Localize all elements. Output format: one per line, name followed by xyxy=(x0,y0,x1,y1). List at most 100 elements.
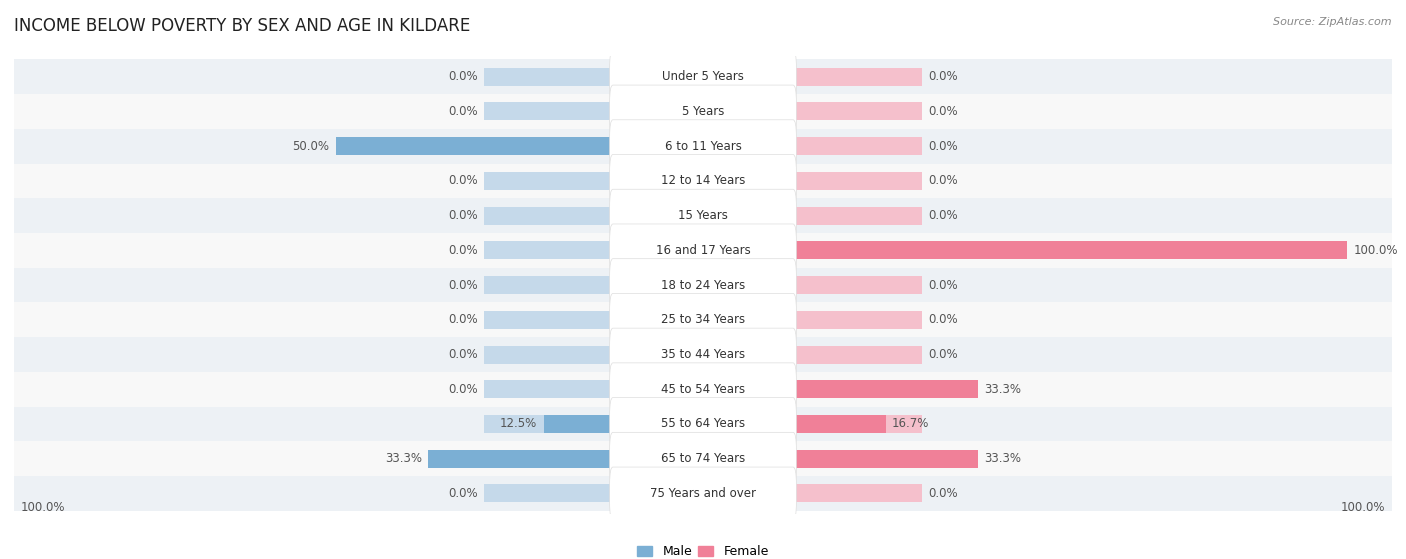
Text: 0.0%: 0.0% xyxy=(449,209,478,222)
FancyBboxPatch shape xyxy=(610,259,796,311)
Text: 100.0%: 100.0% xyxy=(1354,244,1398,257)
Text: 25 to 34 Years: 25 to 34 Years xyxy=(661,313,745,326)
FancyBboxPatch shape xyxy=(610,363,796,416)
Bar xyxy=(484,276,613,294)
Bar xyxy=(14,476,1392,511)
FancyBboxPatch shape xyxy=(610,397,796,451)
Text: 12.5%: 12.5% xyxy=(501,418,537,430)
Text: INCOME BELOW POVERTY BY SEX AND AGE IN KILDARE: INCOME BELOW POVERTY BY SEX AND AGE IN K… xyxy=(14,17,471,35)
Text: 16.7%: 16.7% xyxy=(891,418,929,430)
Bar xyxy=(793,449,922,468)
Text: 0.0%: 0.0% xyxy=(449,174,478,187)
Text: 0.0%: 0.0% xyxy=(449,348,478,361)
Text: 0.0%: 0.0% xyxy=(449,313,478,326)
Bar xyxy=(14,164,1392,198)
Bar xyxy=(484,311,613,329)
FancyBboxPatch shape xyxy=(610,224,796,277)
Bar xyxy=(484,68,613,86)
Bar xyxy=(484,345,613,363)
FancyBboxPatch shape xyxy=(610,120,796,173)
Text: 45 to 54 Years: 45 to 54 Years xyxy=(661,383,745,396)
Text: 0.0%: 0.0% xyxy=(928,105,957,118)
Bar xyxy=(14,442,1392,476)
Bar xyxy=(793,241,1347,259)
Bar xyxy=(793,102,922,121)
Legend: Male, Female: Male, Female xyxy=(633,540,773,559)
FancyBboxPatch shape xyxy=(610,293,796,346)
Text: 35 to 44 Years: 35 to 44 Years xyxy=(661,348,745,361)
Bar xyxy=(793,276,922,294)
Bar xyxy=(484,137,613,155)
Bar xyxy=(793,380,977,399)
Bar xyxy=(793,68,922,86)
Bar xyxy=(484,172,613,190)
Text: 15 Years: 15 Years xyxy=(678,209,728,222)
Text: 33.3%: 33.3% xyxy=(984,452,1021,465)
Text: 18 to 24 Years: 18 to 24 Years xyxy=(661,278,745,292)
Bar xyxy=(793,449,977,468)
Bar xyxy=(484,241,613,259)
Bar xyxy=(484,380,613,399)
FancyBboxPatch shape xyxy=(610,154,796,207)
Text: 12 to 14 Years: 12 to 14 Years xyxy=(661,174,745,187)
FancyBboxPatch shape xyxy=(610,328,796,381)
Text: 0.0%: 0.0% xyxy=(449,383,478,396)
Bar xyxy=(14,129,1392,164)
Bar xyxy=(14,198,1392,233)
Bar xyxy=(14,268,1392,302)
Text: 33.3%: 33.3% xyxy=(984,383,1021,396)
Bar xyxy=(14,372,1392,406)
Text: 6 to 11 Years: 6 to 11 Years xyxy=(665,140,741,153)
Bar xyxy=(793,485,922,503)
FancyBboxPatch shape xyxy=(610,85,796,138)
FancyBboxPatch shape xyxy=(610,467,796,520)
Text: 100.0%: 100.0% xyxy=(21,501,65,514)
Text: 16 and 17 Years: 16 and 17 Years xyxy=(655,244,751,257)
Text: 33.3%: 33.3% xyxy=(385,452,422,465)
Text: 0.0%: 0.0% xyxy=(928,70,957,83)
Text: Under 5 Years: Under 5 Years xyxy=(662,70,744,83)
Bar xyxy=(793,311,922,329)
Bar xyxy=(793,415,886,433)
Text: 0.0%: 0.0% xyxy=(928,278,957,292)
Bar xyxy=(793,172,922,190)
Text: 0.0%: 0.0% xyxy=(928,209,957,222)
Bar xyxy=(14,59,1392,94)
Text: 0.0%: 0.0% xyxy=(928,348,957,361)
Bar xyxy=(14,337,1392,372)
Bar xyxy=(484,449,613,468)
Text: 0.0%: 0.0% xyxy=(449,487,478,500)
Text: 0.0%: 0.0% xyxy=(928,140,957,153)
Bar xyxy=(14,406,1392,442)
Text: 0.0%: 0.0% xyxy=(449,244,478,257)
Text: 50.0%: 50.0% xyxy=(292,140,329,153)
Bar xyxy=(484,102,613,121)
Text: 0.0%: 0.0% xyxy=(928,487,957,500)
Text: 0.0%: 0.0% xyxy=(928,313,957,326)
Text: 75 Years and over: 75 Years and over xyxy=(650,487,756,500)
Text: 5 Years: 5 Years xyxy=(682,105,724,118)
Text: 100.0%: 100.0% xyxy=(1341,501,1385,514)
Bar xyxy=(336,137,613,155)
FancyBboxPatch shape xyxy=(610,50,796,103)
Bar xyxy=(793,241,922,259)
Text: 0.0%: 0.0% xyxy=(928,174,957,187)
Text: 0.0%: 0.0% xyxy=(449,105,478,118)
Text: 0.0%: 0.0% xyxy=(449,278,478,292)
Bar xyxy=(484,415,613,433)
Bar xyxy=(793,137,922,155)
Bar xyxy=(14,302,1392,337)
Bar xyxy=(793,345,922,363)
Text: 65 to 74 Years: 65 to 74 Years xyxy=(661,452,745,465)
Bar xyxy=(14,233,1392,268)
Bar xyxy=(793,415,922,433)
FancyBboxPatch shape xyxy=(610,432,796,485)
Bar xyxy=(544,415,613,433)
Bar xyxy=(793,207,922,225)
Text: Source: ZipAtlas.com: Source: ZipAtlas.com xyxy=(1274,17,1392,27)
Text: 0.0%: 0.0% xyxy=(449,70,478,83)
Bar xyxy=(484,207,613,225)
Bar xyxy=(793,380,922,399)
Bar xyxy=(484,485,613,503)
Bar xyxy=(14,94,1392,129)
